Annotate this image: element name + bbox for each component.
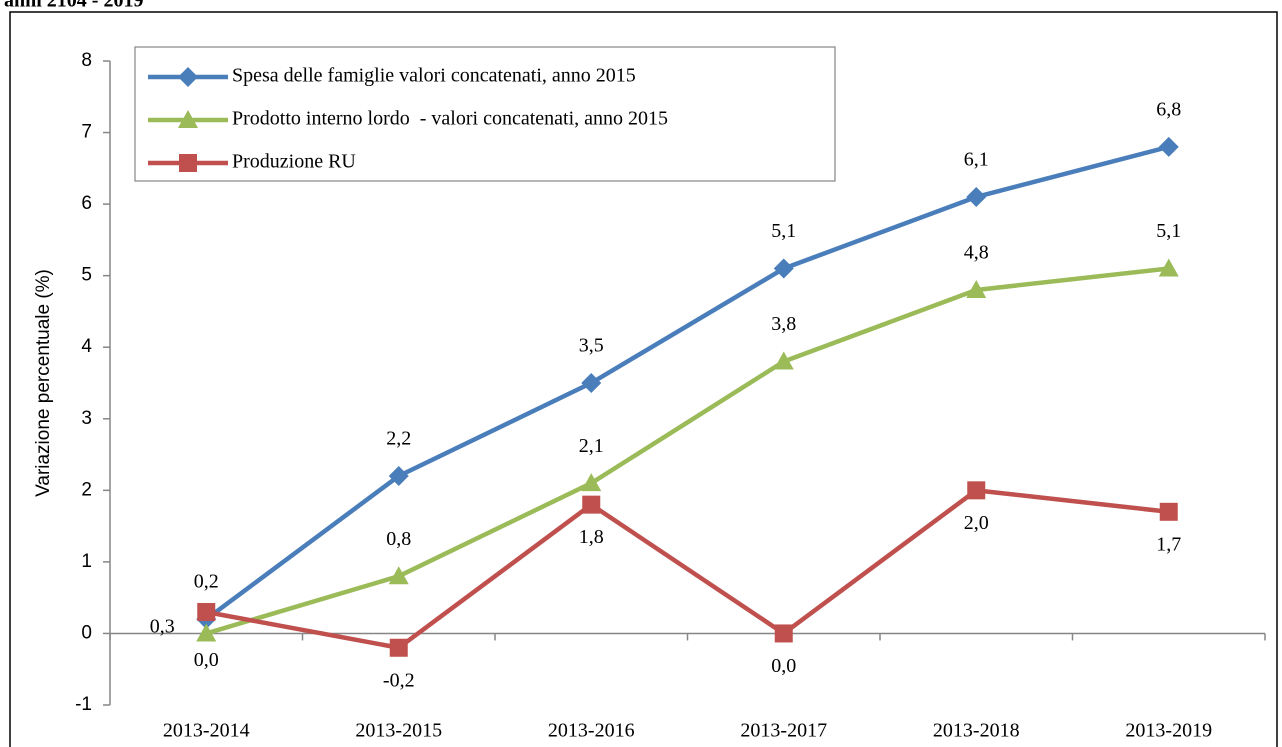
legend-label: Produzione RU [232, 151, 356, 173]
legend-marker [178, 110, 198, 128]
legend-label: Spesa delle famiglie valori concatenati,… [232, 65, 636, 87]
marker [966, 279, 987, 298]
data-label: 3,5 [579, 335, 604, 357]
legend-marker [178, 67, 198, 87]
marker [582, 495, 601, 514]
x-tick-label: 2013-2018 [933, 720, 1020, 742]
y-tick-label: 6 [81, 193, 92, 214]
data-label: -0,2 [383, 669, 415, 691]
series-line [204, 144, 1170, 621]
marker [773, 351, 794, 370]
marker [1158, 258, 1179, 277]
marker [773, 258, 794, 279]
legend-box [134, 46, 836, 182]
marker [1158, 136, 1179, 157]
y-tick-label: 4 [81, 336, 92, 357]
data-label: 0,3 [150, 616, 175, 638]
x-tick-label: 2013-2017 [740, 720, 827, 742]
y-tick-label: 1 [81, 551, 92, 572]
y-tick-label: 0 [81, 622, 92, 643]
marker [1159, 502, 1178, 521]
x-tick-label: 2013-2014 [163, 720, 250, 742]
data-label: 6,1 [964, 149, 989, 171]
data-label: 2,0 [964, 512, 989, 534]
data-label: 6,8 [1156, 98, 1181, 120]
chart-title: anni 2104 - 2019 [4, 0, 143, 12]
data-label: 0,0 [194, 649, 219, 671]
marker [967, 481, 986, 500]
marker [581, 473, 602, 492]
y-axis-label: Variazione percentuale (%) [33, 269, 54, 497]
x-tick-label: 2013-2016 [548, 720, 635, 742]
marker [196, 623, 217, 642]
data-label: 1,7 [1156, 533, 1181, 555]
marker [581, 373, 602, 393]
marker [774, 624, 793, 643]
data-label: 4,8 [964, 242, 989, 264]
series-line [205, 266, 1169, 636]
data-label: 5,1 [771, 220, 796, 242]
y-tick-label: 8 [81, 50, 92, 71]
y-tick-label: 7 [81, 122, 92, 143]
marker [389, 638, 408, 657]
series-line [205, 488, 1169, 651]
data-label: 2,1 [579, 435, 604, 457]
y-tick-label: 3 [81, 408, 92, 429]
y-tick-label: -1 [75, 694, 92, 715]
data-label: 5,1 [1156, 220, 1181, 242]
marker [388, 566, 409, 585]
marker [197, 602, 216, 621]
data-label: 3,8 [771, 313, 796, 335]
data-label: 1,8 [579, 526, 604, 548]
y-tick-label: 2 [81, 479, 92, 500]
x-tick-label: 2013-2015 [355, 720, 442, 742]
marker [388, 466, 409, 487]
y-tick-label: 5 [81, 265, 92, 286]
legend-label: Prodotto interno lordo - valori concaten… [232, 108, 668, 130]
legend-marker [179, 154, 197, 172]
data-label: 0,2 [194, 571, 219, 593]
data-label: 2,2 [386, 428, 411, 450]
x-tick-label: 2013-2019 [1125, 720, 1212, 742]
marker [966, 186, 987, 207]
data-label: 0,0 [771, 655, 796, 677]
data-label: 0,8 [386, 528, 411, 550]
